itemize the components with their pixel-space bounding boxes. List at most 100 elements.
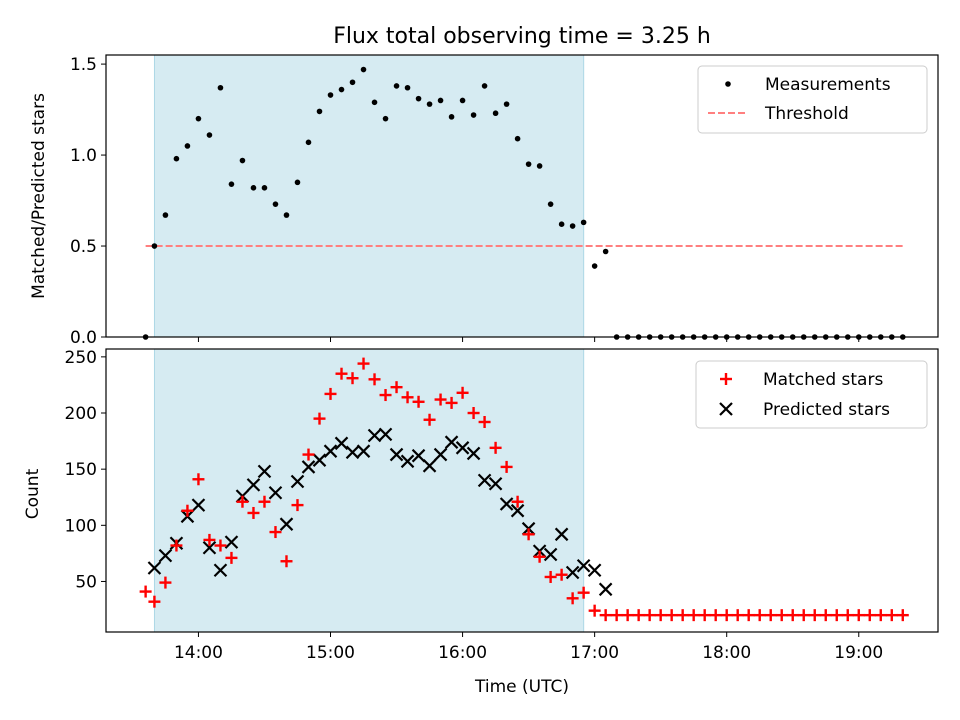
legend-predicted-label: Predicted stars [763, 400, 890, 420]
matched-point [819, 609, 832, 622]
measurement-point [283, 212, 290, 218]
matched-point [731, 609, 744, 622]
measurement-point [437, 97, 444, 104]
predicted-point-stroke [268, 485, 283, 500]
y-tick-label: 150 [65, 460, 97, 480]
x-tick-label: 18:00 [702, 643, 751, 663]
predicted-point-stroke [488, 476, 503, 491]
predicted-point [510, 503, 525, 518]
predicted-point [389, 447, 404, 462]
matched-point [192, 473, 205, 486]
matched-point [533, 550, 546, 563]
legend-matched-label: Matched stars [763, 370, 883, 390]
predicted-point [598, 582, 613, 597]
measurement-point [580, 219, 587, 226]
measurement-point [415, 95, 422, 102]
matched-point [280, 555, 293, 568]
predicted-point [158, 548, 173, 563]
matched-point [181, 504, 194, 517]
predicted-point-stroke [312, 453, 327, 467]
measurement-point [250, 185, 257, 191]
top-observing-window [153, 55, 585, 337]
x-tick-label: 16:00 [438, 643, 487, 663]
predicted-point [565, 565, 580, 580]
matched-point [511, 495, 524, 508]
predicted-point [477, 473, 492, 488]
predicted-point [499, 497, 514, 511]
measurement-point [371, 99, 378, 106]
matched-point [885, 609, 898, 622]
matched-point [159, 576, 172, 589]
predicted-point [400, 454, 415, 469]
y-tick-label: 250 [65, 348, 97, 368]
measurement-point [481, 83, 488, 89]
x-tick-label: 15:00 [306, 643, 355, 663]
matched-point [555, 568, 568, 581]
predicted-point [191, 498, 206, 512]
predicted-point-stroke [323, 444, 338, 458]
matched-point [676, 609, 689, 622]
predicted-point-stroke [224, 535, 239, 549]
predicted-point-stroke [334, 436, 349, 451]
y-tick-label: 100 [65, 516, 97, 536]
predicted-point-stroke [257, 464, 272, 479]
predicted-point-stroke [565, 565, 580, 580]
measurement-point [569, 223, 576, 229]
measurement-point [404, 84, 411, 91]
predicted-point [246, 478, 261, 492]
predicted-point [466, 446, 481, 461]
predicted-point [323, 444, 338, 458]
measurement-point [217, 84, 224, 91]
matched-point [247, 506, 260, 519]
matched-point [445, 396, 458, 409]
predicted-point-stroke [290, 474, 305, 489]
matched-point [808, 609, 821, 622]
y-tick-label: 50 [75, 572, 97, 592]
matched-point [357, 357, 370, 370]
predicted-point [356, 444, 371, 458]
measurement-point [184, 143, 191, 149]
legend-measurements-marker [725, 81, 731, 87]
top-panel: 0.0 0.5 1.0 1.5 Matched/Predicted stars Mea… [29, 54, 939, 348]
matched-point [203, 533, 216, 546]
measurement-point [195, 115, 202, 122]
x-tick-label: 14:00 [174, 643, 223, 663]
y-tick-label: 200 [65, 404, 97, 424]
predicted-point [268, 485, 283, 500]
predicted-point [334, 436, 349, 451]
matched-point [753, 609, 766, 622]
predicted-point-stroke [576, 558, 591, 573]
matched-point [412, 395, 425, 408]
measurement-point [525, 161, 532, 167]
measurement-point [591, 263, 598, 269]
matched-point [139, 585, 152, 598]
predicted-point-stroke [587, 563, 602, 578]
measurement-point [459, 97, 466, 104]
top-x-ticks [197, 337, 860, 342]
predicted-point [576, 558, 591, 573]
observing-window-fill [154, 55, 584, 337]
matched-point [577, 586, 590, 599]
predicted-point [345, 445, 360, 460]
predicted-point [147, 561, 162, 575]
matched-point [588, 604, 601, 617]
measurement-point [206, 132, 213, 138]
y-tick-label: 0.5 [70, 237, 97, 257]
predicted-point [378, 427, 393, 442]
matched-point [302, 448, 315, 461]
predicted-point-stroke [400, 454, 415, 469]
measurement-point [338, 86, 345, 93]
matched-point [775, 609, 788, 622]
matched-point [335, 367, 348, 380]
matched-point [599, 609, 612, 622]
measurement-point [173, 155, 180, 162]
matched-point [313, 412, 326, 425]
bottom-matched-points [139, 357, 909, 622]
measurement-point [305, 139, 312, 146]
legend-predicted-marker [719, 402, 733, 416]
y-tick-label: 1.0 [70, 146, 97, 166]
measurement-point [426, 101, 433, 107]
predicted-point-stroke [213, 563, 228, 578]
bottom-y-axis-label: Count [23, 468, 43, 519]
matched-point [379, 389, 392, 402]
